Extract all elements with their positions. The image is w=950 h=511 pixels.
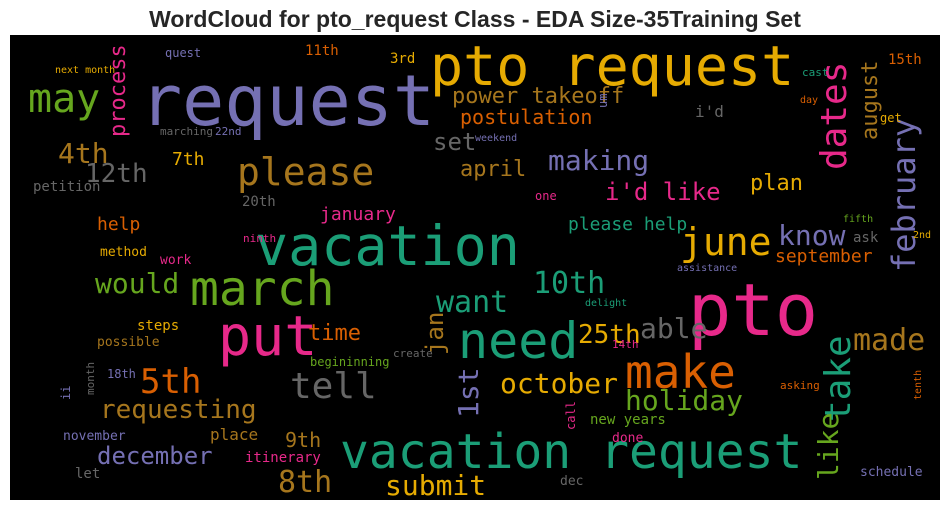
word: holiday: [625, 384, 743, 417]
word: 1st: [452, 367, 485, 418]
word: schedule: [860, 465, 923, 480]
word: 2nd: [913, 230, 931, 241]
word: weekend: [475, 133, 517, 144]
word: november: [63, 429, 126, 444]
word: let: [75, 466, 100, 482]
word: 15th: [888, 52, 922, 68]
word: 14th: [612, 338, 639, 351]
word: would: [95, 267, 179, 300]
word: done: [612, 431, 643, 446]
word: please help: [568, 214, 687, 235]
word: begininning: [310, 355, 389, 369]
word: i'd like: [605, 178, 721, 206]
word: 22nd: [215, 125, 242, 138]
word: set: [433, 128, 476, 156]
word: dec: [560, 474, 583, 489]
word: making: [548, 144, 649, 177]
word: dates: [814, 62, 855, 170]
word: itinerary: [245, 450, 321, 466]
word: power takeoff: [452, 84, 624, 109]
word: august: [858, 61, 883, 140]
word: like: [812, 413, 845, 480]
word: postulation: [460, 105, 592, 129]
word: next month: [55, 65, 115, 76]
word: method: [100, 245, 147, 260]
word: made: [853, 323, 925, 358]
word: ask: [853, 230, 879, 246]
word: requesting: [100, 395, 257, 425]
word: 8th: [278, 465, 332, 500]
word: need: [458, 312, 578, 370]
word: month: [84, 362, 97, 395]
word: please: [237, 150, 374, 194]
word: work: [160, 253, 191, 268]
word: time: [308, 321, 361, 346]
word: june: [680, 220, 772, 264]
word: call: [564, 401, 578, 430]
word: put: [218, 304, 317, 368]
word: assistance: [677, 263, 737, 274]
word: january: [320, 204, 396, 225]
word: december: [97, 442, 213, 470]
word: i'd: [695, 102, 724, 121]
chart-title: WordCloud for pto_request Class - EDA Si…: [149, 6, 801, 32]
word: request: [140, 60, 435, 142]
cloud-background: [10, 35, 940, 500]
word: know: [778, 219, 846, 252]
word: submit: [385, 469, 486, 502]
word: want: [436, 285, 508, 320]
word: take: [818, 335, 859, 422]
word: 11th: [305, 43, 339, 59]
word: steps: [137, 318, 179, 334]
word: 3rd: [390, 51, 415, 67]
word: fifth: [843, 214, 873, 225]
word: process: [106, 44, 131, 137]
word: october: [500, 367, 618, 400]
word: get: [880, 111, 902, 125]
word: pto: [688, 268, 818, 352]
word: tell: [290, 366, 377, 407]
word: ninth: [243, 232, 276, 245]
word: asking: [780, 379, 820, 392]
word: 18th: [107, 367, 136, 381]
word: vacation: [255, 214, 520, 278]
word: april: [460, 157, 526, 182]
word: 4th: [58, 137, 109, 170]
word: jan: [421, 312, 449, 355]
word: vacation request: [340, 424, 802, 480]
word: 7th: [172, 149, 205, 170]
word: place: [210, 425, 258, 444]
word: pto request: [430, 34, 794, 98]
word: cast: [802, 66, 829, 79]
word: september: [775, 246, 873, 267]
word: possible: [97, 335, 160, 350]
word: 12th: [85, 159, 148, 189]
word: may: [28, 76, 100, 122]
word: plan: [750, 171, 803, 196]
word: help: [97, 214, 140, 235]
word: 25th: [578, 320, 641, 350]
word: able: [640, 312, 707, 345]
word: 9th: [285, 428, 321, 452]
word: 5th: [140, 362, 201, 402]
word: quest: [165, 46, 201, 60]
word: tenth: [913, 370, 924, 400]
word: march: [190, 261, 335, 317]
word: one: [535, 189, 557, 203]
word: petition: [33, 179, 100, 195]
word: um: [596, 94, 610, 108]
word: make: [625, 345, 736, 399]
word: 20th: [242, 194, 276, 210]
word: create: [393, 347, 433, 360]
word: new years: [590, 412, 666, 428]
word: 10th: [533, 266, 605, 301]
word: marching: [160, 125, 213, 138]
word: february: [885, 118, 923, 272]
word: day: [800, 95, 818, 106]
word: ii: [59, 386, 73, 400]
word: delight: [585, 298, 627, 309]
